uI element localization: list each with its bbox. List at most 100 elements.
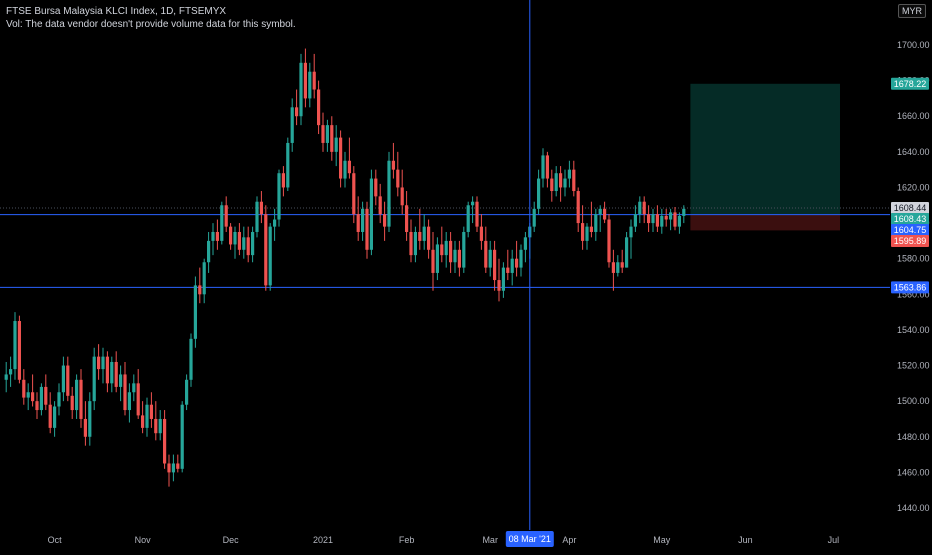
candle-body xyxy=(53,406,57,428)
candle xyxy=(145,397,149,437)
candle xyxy=(317,80,321,135)
candle-body xyxy=(361,208,365,232)
candle xyxy=(589,201,593,238)
candle xyxy=(576,187,580,232)
candle-body xyxy=(321,125,325,143)
candle-body xyxy=(655,214,659,227)
candle xyxy=(35,392,39,419)
candle-body xyxy=(572,169,576,192)
candle-body xyxy=(567,169,571,179)
candle-body xyxy=(141,415,145,428)
price-tag[interactable]: 1595.89 xyxy=(891,235,929,248)
candle-body xyxy=(405,205,409,232)
candle-body xyxy=(418,231,422,241)
candle xyxy=(638,196,642,224)
candle-body xyxy=(79,379,83,419)
price-tag-label: 1608.44 xyxy=(894,203,927,213)
candle xyxy=(101,347,105,384)
price-tag[interactable]: 1678.22 xyxy=(891,77,929,90)
candle-body xyxy=(598,208,602,215)
candle-body xyxy=(660,215,664,227)
candle xyxy=(361,201,365,241)
candle xyxy=(431,231,435,291)
candle xyxy=(193,276,197,348)
candle-body xyxy=(519,249,523,268)
candle-body xyxy=(576,191,580,224)
candle-body xyxy=(594,214,598,232)
candle xyxy=(554,166,558,197)
time-axis-tick-label: Dec xyxy=(223,535,240,545)
candle xyxy=(114,351,118,393)
candle xyxy=(673,207,677,231)
candle-body xyxy=(233,231,237,245)
candle-body xyxy=(57,392,61,407)
price-tag[interactable]: 1604.75 xyxy=(891,224,929,237)
candle xyxy=(180,401,184,473)
candle xyxy=(620,249,624,273)
candle xyxy=(163,410,167,469)
price-tag-bg xyxy=(891,235,929,248)
candle xyxy=(374,169,378,206)
candle-body xyxy=(391,160,395,170)
candle xyxy=(449,231,453,273)
candle xyxy=(202,258,206,304)
candle-body xyxy=(563,178,567,188)
price-tag[interactable]: 1608.43 xyxy=(891,213,929,226)
candle-body xyxy=(638,201,642,215)
candle-body xyxy=(506,267,510,273)
time-axis-tick-label: Jun xyxy=(738,535,753,545)
price-tag[interactable]: 1608.44 xyxy=(891,202,929,215)
candle xyxy=(110,356,114,393)
symbol-title[interactable]: FTSE Bursa Malaysia KLCI Index, 1D, FTSE… xyxy=(6,6,227,17)
candle-body xyxy=(312,71,316,90)
currency-badge[interactable]: MYR xyxy=(898,4,926,18)
time-axis-tick-label: Feb xyxy=(399,535,415,545)
candle xyxy=(422,214,426,250)
candle xyxy=(105,351,109,393)
candle-body xyxy=(224,205,228,227)
candle xyxy=(211,223,215,256)
candle-body xyxy=(180,404,184,469)
price-axis-tick-label: 1440.00 xyxy=(897,503,930,513)
candle-body xyxy=(427,226,431,250)
candle-body xyxy=(607,219,611,263)
candle xyxy=(229,223,233,250)
candle xyxy=(484,226,488,273)
candle-body xyxy=(171,463,175,473)
candle-body xyxy=(585,226,589,241)
candle-body xyxy=(185,379,189,405)
candle xyxy=(233,226,237,259)
candle-body xyxy=(44,386,48,405)
candle-body xyxy=(202,262,206,295)
position-loss-zone[interactable] xyxy=(690,214,840,231)
position-profit-zone[interactable] xyxy=(690,83,840,215)
candle xyxy=(321,112,325,152)
candle xyxy=(629,219,633,259)
candle xyxy=(444,231,448,268)
candle xyxy=(352,166,356,224)
candle xyxy=(299,53,303,126)
price-axis-tick-label: 1520.00 xyxy=(897,361,930,371)
candle xyxy=(259,191,263,224)
candle xyxy=(585,223,589,250)
candle-body xyxy=(383,214,387,227)
volume-note: Vol: The data vendor doesn't provide vol… xyxy=(6,19,296,30)
candle xyxy=(119,365,123,402)
candle xyxy=(158,410,162,441)
candle xyxy=(532,201,536,232)
candle xyxy=(268,223,272,291)
candle xyxy=(603,201,607,224)
candle xyxy=(97,344,101,380)
candle xyxy=(48,392,52,434)
candle-body xyxy=(484,240,488,268)
candle-body xyxy=(365,208,369,250)
candle xyxy=(669,208,673,231)
price-tag[interactable]: 1563.86 xyxy=(891,281,929,294)
candle-body xyxy=(127,392,131,411)
candle-body xyxy=(325,125,329,143)
candle xyxy=(286,137,290,192)
price-axis-tick-label: 1640.00 xyxy=(897,147,930,157)
candle-body xyxy=(26,392,30,398)
